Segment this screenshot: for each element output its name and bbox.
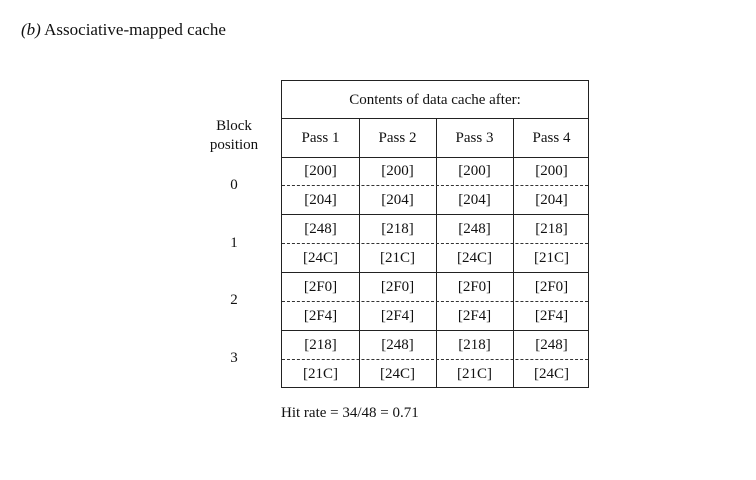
table-cell: [248] xyxy=(304,221,337,237)
column-divider xyxy=(359,119,360,387)
table-cell: [204] xyxy=(381,192,414,208)
table-cell: [204] xyxy=(304,192,337,208)
table-cell: [200] xyxy=(381,163,414,179)
figure-title-text: Associative-mapped cache xyxy=(44,20,226,39)
row-divider-dashed xyxy=(282,301,588,302)
block-divider xyxy=(282,330,588,331)
row-divider-dashed xyxy=(282,359,588,360)
block-divider xyxy=(282,214,588,215)
column-divider xyxy=(513,119,514,387)
table-cell: [200] xyxy=(458,163,491,179)
table-cell: [200] xyxy=(535,163,568,179)
table-cell: [24C] xyxy=(534,366,569,382)
table-cell: [21C] xyxy=(534,250,569,266)
block-position-0: 0 xyxy=(230,177,238,193)
pass-2-header: Pass 2 xyxy=(378,130,417,146)
table-cell: [2F0] xyxy=(303,279,338,295)
table-cell: [248] xyxy=(381,337,414,353)
table-cell: [21C] xyxy=(380,250,415,266)
header-divider xyxy=(282,157,588,158)
block-position-3: 3 xyxy=(230,350,238,366)
table-cell: [218] xyxy=(304,337,337,353)
table-cell: [21C] xyxy=(303,366,338,382)
table-cell: [218] xyxy=(381,221,414,237)
table-cell: [218] xyxy=(458,337,491,353)
table-cell: [204] xyxy=(458,192,491,208)
table-cell: [24C] xyxy=(457,250,492,266)
block-position-label-line-1: Block xyxy=(216,118,252,134)
row-divider-dashed xyxy=(282,243,588,244)
table-cell: [2F0] xyxy=(457,279,492,295)
block-position-label-line-2: position xyxy=(209,137,259,153)
block-divider xyxy=(282,272,588,273)
block-position-2: 2 xyxy=(230,292,238,308)
block-position-1: 1 xyxy=(230,235,238,251)
block-position-label: Block position xyxy=(196,117,272,155)
row-divider-dashed xyxy=(282,185,588,186)
pass-3-header: Pass 3 xyxy=(455,130,494,146)
table-cell: [2F4] xyxy=(457,308,492,324)
pass-1-header: Pass 1 xyxy=(301,130,340,146)
hit-rate-text: Hit rate = 34/48 = 0.71 xyxy=(281,405,419,421)
table-cell: [204] xyxy=(535,192,568,208)
table-cell: [2F4] xyxy=(303,308,338,324)
figure-letter: (b) xyxy=(21,20,41,39)
table-cell: [21C] xyxy=(457,366,492,382)
table-cell: [218] xyxy=(535,221,568,237)
table-cell: [200] xyxy=(304,163,337,179)
table-cell: [2F0] xyxy=(534,279,569,295)
table-cell: [248] xyxy=(535,337,568,353)
column-divider xyxy=(436,119,437,387)
table-cell: [24C] xyxy=(380,366,415,382)
table-cell: [248] xyxy=(458,221,491,237)
cache-contents-table: Contents of data cache after: Pass 1 Pas… xyxy=(281,80,589,388)
pass-4-header: Pass 4 xyxy=(532,130,571,146)
table-cell: [24C] xyxy=(303,250,338,266)
table-cell: [2F0] xyxy=(380,279,415,295)
table-header: Contents of data cache after: xyxy=(282,81,588,119)
table-cell: [2F4] xyxy=(534,308,569,324)
table-cell: [2F4] xyxy=(380,308,415,324)
figure-title: (b) Associative-mapped cache xyxy=(21,20,226,40)
